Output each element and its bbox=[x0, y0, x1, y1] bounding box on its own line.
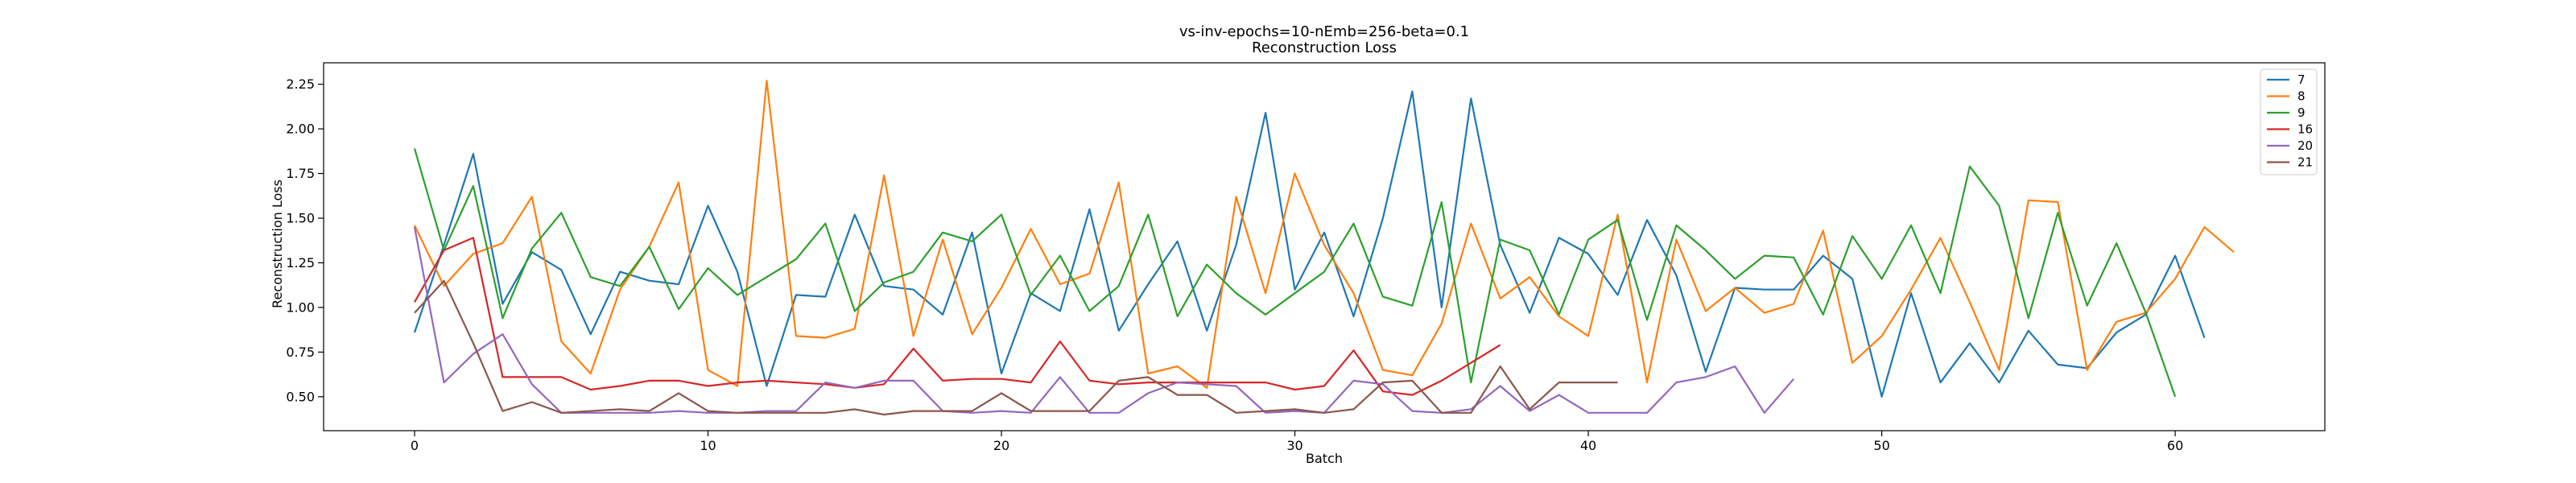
y-tick-label: 0.75 bbox=[286, 345, 315, 360]
chart-subtitle: Reconstruction Loss bbox=[1252, 39, 1397, 56]
series-line-9 bbox=[413, 148, 2177, 398]
y-tick-label: 2.00 bbox=[286, 122, 315, 137]
plot-area-frame bbox=[323, 62, 2326, 431]
y-tick-label: 1.75 bbox=[286, 166, 315, 181]
series-line-8 bbox=[414, 80, 2235, 389]
series-layer bbox=[413, 80, 2235, 416]
y-tick-label: 0.50 bbox=[286, 389, 315, 404]
legend-label-16: 16 bbox=[2297, 122, 2313, 137]
y-tick-label: 1.00 bbox=[286, 299, 315, 315]
legend-label-21: 21 bbox=[2297, 155, 2313, 170]
x-tick-label: 40 bbox=[1580, 438, 1596, 453]
y-tick-label: 2.25 bbox=[286, 76, 315, 92]
legend-label-9: 9 bbox=[2297, 105, 2306, 120]
y-axis-ticks: 0.50 0.75 1.00 1.25 1.50 1.75 2.00 2.25 bbox=[286, 76, 324, 404]
legend-label-20: 20 bbox=[2297, 138, 2313, 153]
series-line-21 bbox=[414, 279, 1618, 416]
y-tick-label: 1.25 bbox=[286, 255, 315, 270]
y-tick-label: 1.50 bbox=[286, 211, 315, 226]
x-axis-title: Batch bbox=[1306, 451, 1343, 466]
x-tick-label: 50 bbox=[1873, 438, 1889, 453]
x-tick-label: 10 bbox=[700, 438, 716, 453]
x-tick-label: 20 bbox=[993, 438, 1009, 453]
x-tick-label: 60 bbox=[2167, 438, 2183, 453]
x-axis-ticks: 0 10 20 30 40 50 60 bbox=[411, 431, 2183, 453]
chart-title: vs-inv-epochs=10-nEmb=256-beta=0.1 bbox=[1179, 23, 1469, 40]
y-axis-title: Reconstruction Loss bbox=[270, 180, 285, 308]
legend-label-7: 7 bbox=[2297, 72, 2306, 87]
series-line-7 bbox=[413, 90, 2206, 398]
series-line-20 bbox=[413, 226, 1795, 414]
legend-label-8: 8 bbox=[2297, 89, 2306, 104]
series-line-16 bbox=[414, 237, 1501, 396]
x-tick-label: 30 bbox=[1286, 438, 1302, 453]
x-tick-label: 0 bbox=[411, 438, 419, 453]
